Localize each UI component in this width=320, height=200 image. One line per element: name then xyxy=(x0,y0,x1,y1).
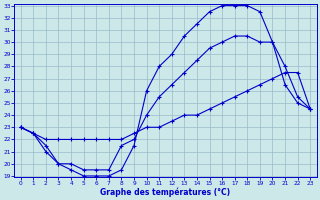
X-axis label: Graphe des températures (°C): Graphe des températures (°C) xyxy=(100,187,230,197)
